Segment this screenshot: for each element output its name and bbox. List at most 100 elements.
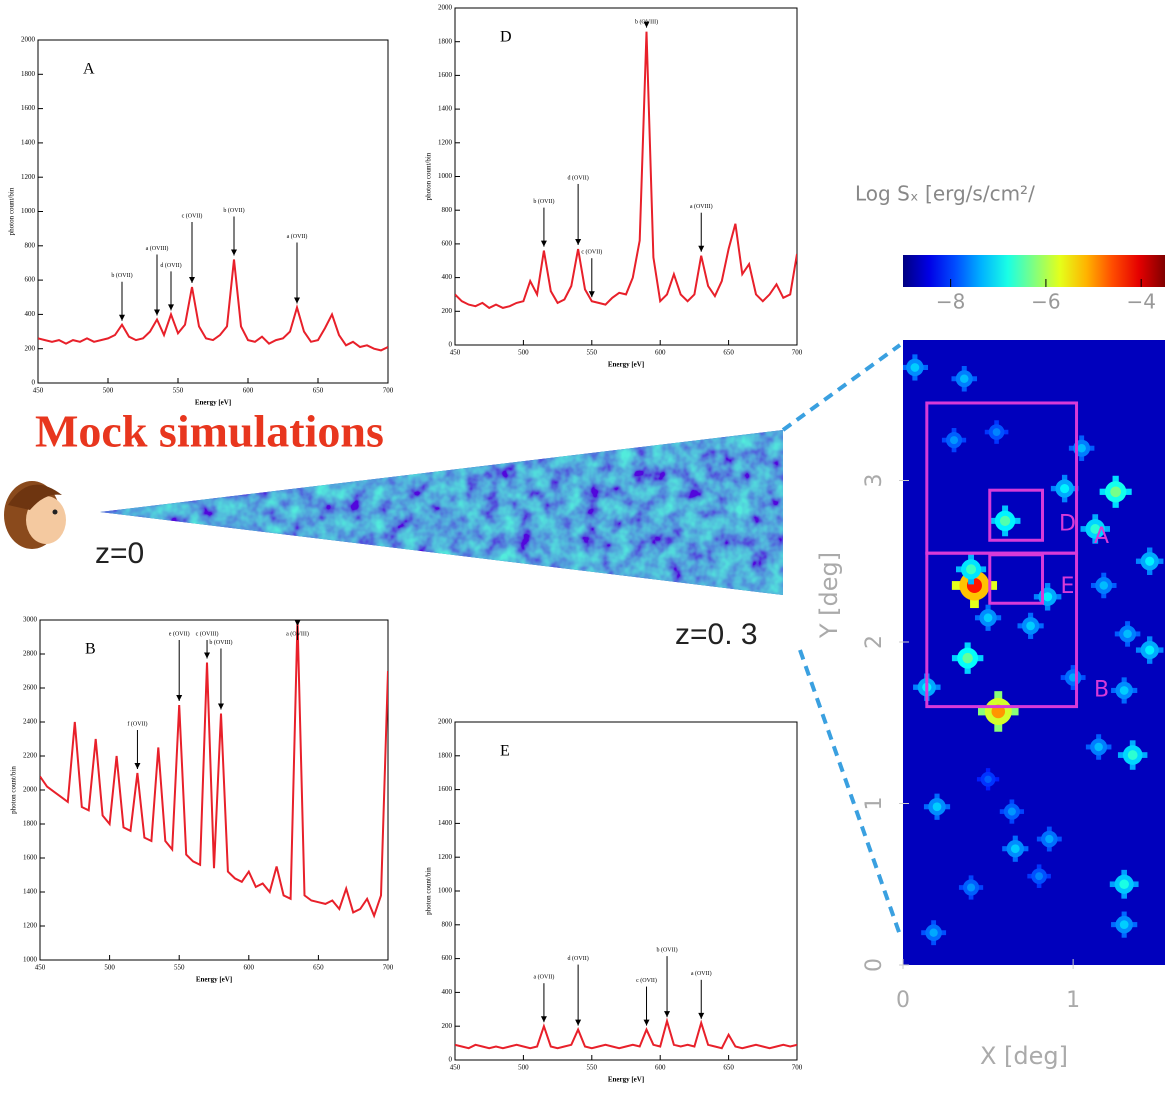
y-tick-label: 2000 (438, 718, 453, 726)
annotation-label: a (OVII) (287, 233, 308, 240)
arrow-head (231, 249, 237, 256)
x-tick-label: 450 (35, 964, 46, 972)
arrow-head (588, 291, 595, 298)
x-tick-label: 500 (103, 387, 114, 395)
spectrum-line (40, 620, 388, 919)
arrow-head (540, 1016, 547, 1023)
y-tick-label: 800 (25, 241, 36, 249)
source (1127, 750, 1138, 760)
x-tick-label: 700 (383, 387, 394, 395)
x-tick-label: 0 (896, 988, 910, 1013)
source (1077, 443, 1086, 453)
annotation-label: e (OVII) (169, 630, 190, 637)
x-tick-label: 600 (655, 349, 666, 357)
arrow-head (643, 1019, 650, 1026)
y-tick-label: 2800 (23, 650, 38, 658)
y-tick-label: 400 (25, 310, 36, 318)
source (1110, 486, 1122, 498)
spectrum-panel: 0 200 400 600 800 1000 1200 1400 1600 1800 2000 450… (8, 36, 394, 407)
source (1043, 592, 1053, 602)
region-label: B (1094, 678, 1109, 703)
source (1045, 834, 1054, 844)
region-label: D (1059, 511, 1076, 536)
y-tick-label: 200 (442, 307, 453, 315)
y-axis-label: photon count/bin (425, 152, 433, 200)
map-background (903, 340, 1165, 965)
annotation-label: b (OVII) (111, 272, 132, 279)
source (1119, 920, 1129, 929)
region-box (988, 488, 1045, 542)
y-tick-label: 200 (442, 1022, 453, 1030)
annotation-label: a (OVIII) (146, 245, 169, 252)
y-tick-label: 1600 (21, 104, 36, 112)
arrow-head (176, 695, 183, 701)
colorbar-tick-label: −6 (1031, 290, 1060, 314)
source (1119, 686, 1129, 695)
y-tick-label: 2000 (438, 4, 453, 12)
arrow-head (294, 620, 301, 626)
y-tick-label: 600 (442, 240, 453, 248)
annotation-label: c (OVIII) (196, 630, 219, 637)
annotation-label: b (OVII) (223, 207, 244, 214)
y-tick-label: 1000 (438, 172, 453, 180)
arrow-head (119, 314, 125, 321)
y-tick-label: 800 (442, 920, 453, 928)
observer-icon (4, 481, 66, 549)
source (1119, 879, 1129, 890)
zoom-line (798, 649, 902, 936)
plot-frame (454, 721, 798, 1061)
annotation-label: a (OVIII) (286, 630, 309, 637)
arrow-head (540, 240, 547, 247)
x-tick-label: 600 (244, 964, 255, 972)
y-tick-label: 1200 (21, 173, 36, 181)
y-tick-label: 1200 (438, 138, 453, 146)
x-tick-label: 650 (723, 1064, 734, 1072)
spectrum-panel: 1000 1200 1400 1600 1800 2000 2200 2400 2600 2800… (10, 616, 394, 984)
y-tick-label: 1800 (23, 820, 38, 828)
y-tick-label: 0 (862, 958, 887, 972)
annotation-label: c (OVII) (581, 249, 602, 256)
y-tick-label: 1400 (23, 888, 38, 896)
x-tick-label: 700 (792, 349, 803, 357)
figure-title: Mock simulations (35, 406, 384, 457)
plot-frame (37, 39, 389, 384)
y-tick-label: 1400 (21, 139, 36, 147)
y-tick-label: 1400 (438, 105, 453, 113)
y-tick-label: 0 (449, 341, 453, 349)
region-box (925, 551, 1079, 709)
y-tick-label: 3 (862, 474, 887, 488)
region-box (988, 553, 1045, 605)
zoom-line (781, 343, 902, 432)
annotation-label: d (OVII) (568, 955, 589, 962)
y-tick-label: 1000 (23, 956, 38, 964)
x-tick-label: 650 (723, 349, 734, 357)
annotation-label: b (OVII) (656, 947, 677, 954)
region-label: A (1094, 524, 1109, 549)
colorbar-tick-label: −8 (936, 290, 965, 314)
source (967, 883, 976, 892)
plot-frame (39, 619, 389, 961)
arrow-head (217, 703, 224, 710)
source (910, 363, 920, 372)
colorbar (903, 255, 1165, 287)
x-axis-label: Energy [eV] (196, 976, 232, 984)
annotation-label: d (OVII) (568, 174, 589, 181)
y-tick-label: 3000 (23, 616, 38, 624)
spectrum-line (455, 1017, 797, 1050)
arrow-head (664, 1011, 671, 1018)
colorbar-title: Log Sₓ [erg/s/cm²/ (855, 182, 1035, 206)
x-axis-label: Energy [eV] (608, 1076, 644, 1084)
x-tick-label: 500 (104, 964, 115, 972)
source (1090, 524, 1101, 534)
arrow-head (168, 304, 174, 311)
panel-label: B (85, 641, 96, 658)
x-tick-label: 550 (587, 1064, 598, 1072)
x-axis-label: Energy [eV] (195, 399, 231, 407)
y-axis-label: photon count/bin (425, 867, 433, 915)
arrow-head (575, 1019, 582, 1026)
map-area (903, 340, 1165, 965)
redshift-label: z=0 (95, 537, 144, 570)
source (984, 775, 992, 783)
colorbar-tick-label: −4 (1126, 290, 1155, 314)
